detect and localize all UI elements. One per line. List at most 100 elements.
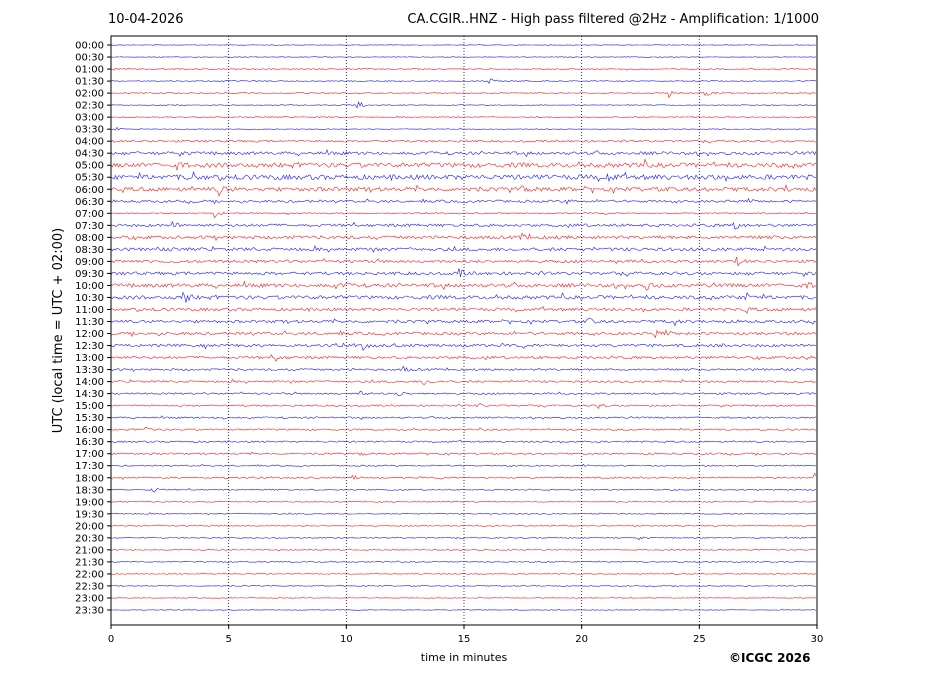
y-tick-label-1500: 15:00	[75, 401, 104, 412]
trace-row-0200	[110, 90, 817, 99]
trace-row-0630	[110, 197, 817, 205]
trace-row-2130	[110, 560, 817, 563]
y-tick-label-0400: 04:00	[75, 137, 104, 148]
y-tick-label-0500: 05:00	[75, 161, 104, 172]
y-tick-label-0300: 03:00	[75, 113, 104, 124]
y-tick-label-0730: 07:30	[75, 221, 104, 232]
y-tick-label-2230: 22:30	[75, 581, 104, 592]
trace-row-0130	[110, 78, 817, 84]
trace-row-1600	[110, 427, 817, 432]
x-tick-label-30: 30	[811, 634, 824, 645]
y-tick-label-0130: 01:30	[75, 77, 104, 88]
y-tick-label-2030: 20:30	[75, 533, 104, 544]
trace-row-0700	[110, 211, 816, 219]
trace-row-2100	[110, 548, 816, 552]
trace-row-0500	[110, 158, 817, 171]
trace-row-1830	[110, 488, 817, 493]
grid-group	[228, 36, 700, 625]
y-tick-label-1230: 12:30	[75, 341, 104, 352]
trace-row-0000	[110, 44, 817, 46]
trace-row-1400	[110, 378, 817, 385]
trace-row-1630	[110, 439, 817, 444]
y-tick-label-1900: 19:00	[75, 497, 104, 508]
y-tick-label-1800: 18:00	[75, 473, 104, 484]
y-tick-label-0930: 09:30	[75, 269, 104, 280]
trace-row-1530	[110, 415, 817, 420]
y-tick-label-0030: 00:30	[75, 53, 104, 64]
trace-row-0800	[110, 232, 817, 241]
trace-row-0900	[110, 256, 817, 267]
trace-row-1930	[110, 512, 817, 516]
y-tick-label-1330: 13:30	[75, 365, 104, 376]
trace-row-1730	[110, 463, 817, 467]
y-tick-label-0000: 00:00	[75, 41, 104, 52]
trace-group	[110, 44, 817, 611]
y-tick-label-1400: 14:00	[75, 377, 104, 388]
x-axis-label: time in minutes	[421, 651, 508, 664]
trace-row-1230	[110, 342, 817, 352]
y-tick-label-0100: 01:00	[75, 65, 104, 76]
x-tick-label-10: 10	[340, 634, 353, 645]
y-tick-label-1100: 11:00	[75, 305, 104, 316]
x-tick-group: 0 5 10 15 20 25 30	[108, 625, 824, 645]
trace-row-1030	[110, 291, 817, 303]
y-tick-label-0600: 06:00	[75, 185, 104, 196]
y-tick-label-2000: 20:00	[75, 521, 104, 532]
y-tick-label-0800: 08:00	[75, 233, 104, 244]
y-tick-label-1630: 16:30	[75, 437, 104, 448]
y-tick-label-2130: 21:30	[75, 557, 104, 568]
trace-row-0300	[110, 115, 817, 119]
trace-row-2030	[110, 536, 817, 541]
trace-row-1900	[110, 500, 816, 503]
y-tick-label-1830: 18:30	[75, 485, 104, 496]
y-tick-label-1130: 11:30	[75, 317, 104, 328]
trace-row-1130	[110, 317, 817, 327]
y-tick-label-1000: 10:00	[75, 281, 104, 292]
trace-row-1330	[110, 365, 817, 372]
trace-row-0830	[110, 244, 817, 253]
trace-row-1800	[110, 472, 817, 480]
y-tick-label-2100: 21:00	[75, 545, 104, 556]
trace-row-0930	[110, 268, 817, 278]
y-tick-label-2330: 23:30	[75, 605, 104, 616]
y-axis-label: UTC (local time = UTC + 02:00)	[51, 228, 66, 433]
y-tick-group: 00:0000:3001:0001:3002:0002:3003:0003:30…	[75, 41, 111, 616]
y-tick-label-1530: 15:30	[75, 413, 104, 424]
copyright-credit: ©ICGC 2026	[729, 651, 811, 665]
chart-date: 10-04-2026	[108, 12, 184, 27]
y-tick-label-0630: 06:30	[75, 197, 104, 208]
trace-row-0330	[110, 126, 817, 131]
x-tick-label-25: 25	[693, 634, 706, 645]
trace-row-1500	[110, 403, 817, 410]
y-tick-label-0830: 08:30	[75, 245, 104, 256]
trace-row-1300	[110, 354, 817, 362]
trace-row-0600	[110, 184, 817, 197]
y-tick-label-0900: 09:00	[75, 257, 104, 268]
y-tick-label-0200: 02:00	[75, 89, 104, 100]
y-tick-label-0330: 03:30	[75, 125, 104, 136]
trace-row-2200	[110, 572, 817, 575]
y-tick-label-1600: 16:00	[75, 425, 104, 436]
x-tick-label-20: 20	[575, 634, 588, 645]
x-tick-label-15: 15	[458, 634, 471, 645]
y-tick-label-1930: 19:30	[75, 509, 104, 520]
chart-title: CA.CGIR..HNZ - High pass filtered @2Hz -…	[407, 12, 819, 27]
y-tick-label-1700: 17:00	[75, 449, 104, 460]
y-tick-label-0700: 07:00	[75, 209, 104, 220]
trace-row-0530	[110, 171, 817, 183]
trace-row-0400	[110, 139, 817, 144]
y-tick-label-0530: 05:30	[75, 173, 104, 184]
trace-row-1100	[110, 305, 817, 314]
y-tick-label-1200: 12:00	[75, 329, 104, 340]
trace-row-0430	[110, 149, 817, 157]
trace-row-1430	[110, 390, 817, 397]
trace-row-2330	[110, 608, 817, 611]
y-tick-label-0230: 02:30	[75, 101, 104, 112]
trace-row-1200	[110, 329, 817, 339]
y-tick-label-2200: 22:00	[75, 569, 104, 580]
trace-row-0100	[110, 67, 817, 71]
trace-row-2000	[110, 524, 817, 527]
y-tick-label-1730: 17:30	[75, 461, 104, 472]
